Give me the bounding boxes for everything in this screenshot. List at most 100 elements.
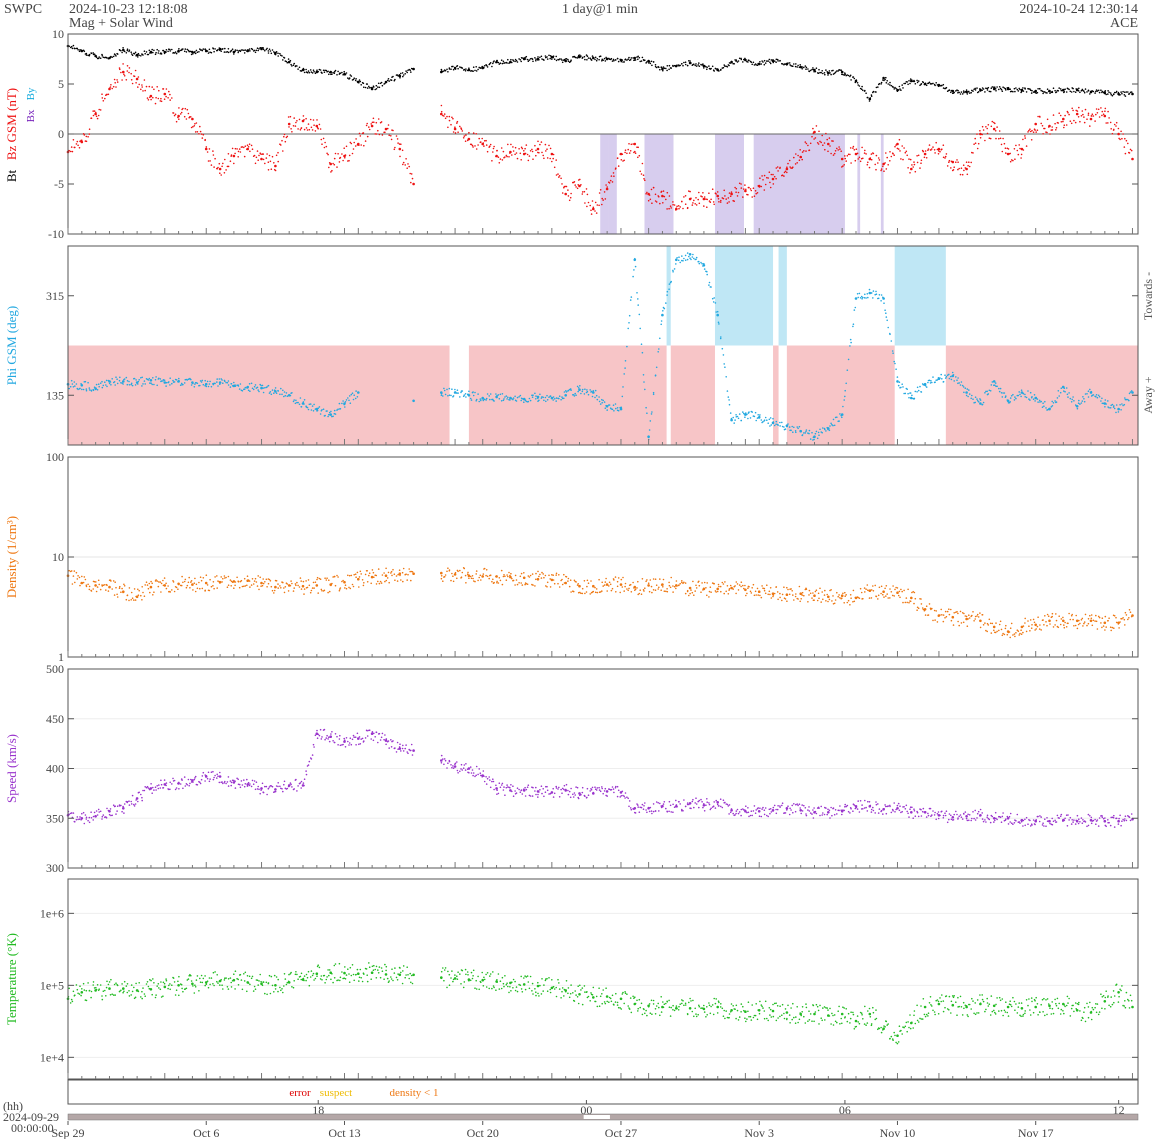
bz-sample	[824, 148, 826, 151]
density-sample	[328, 590, 331, 593]
bz-sample	[85, 135, 88, 138]
density-sample	[1071, 613, 1073, 616]
phi-sample	[816, 437, 819, 440]
bt-sample	[728, 64, 730, 67]
bt-sample	[730, 60, 733, 63]
density-sample	[506, 574, 508, 576]
bz-sample	[717, 198, 720, 200]
density-sample	[398, 569, 401, 571]
bt-sample	[583, 55, 586, 58]
bt-sample	[288, 61, 290, 64]
bz-sample	[608, 182, 611, 184]
bt-sample	[728, 62, 731, 64]
density-sample	[920, 603, 923, 605]
bt-sample	[255, 49, 258, 52]
phi-sample	[998, 387, 1000, 390]
bt-sample	[101, 55, 104, 57]
bz-sample	[485, 139, 487, 142]
density-sample	[540, 577, 543, 579]
bt-sample	[385, 80, 388, 83]
bt-sample	[539, 56, 541, 59]
bt-sample	[948, 89, 951, 91]
bz-sample	[283, 135, 285, 138]
density-sample	[828, 598, 831, 601]
bz-sample	[368, 128, 371, 131]
bt-sample	[463, 68, 466, 71]
phi-sample	[843, 399, 845, 401]
density-sample	[672, 591, 674, 593]
bt-sample	[617, 60, 620, 63]
bt-sample	[99, 57, 102, 59]
bt-sample	[914, 83, 917, 85]
bz-sample	[683, 196, 685, 198]
density-sample	[592, 590, 595, 593]
bz-sample	[867, 161, 869, 164]
bz-sample	[965, 161, 968, 163]
bz-sample	[440, 104, 443, 107]
bt-sample	[358, 81, 360, 84]
density-sample	[684, 582, 687, 584]
phi-sample	[313, 403, 315, 406]
bt-sample	[971, 89, 973, 92]
phi-sample	[539, 393, 541, 396]
bt-sample	[1024, 88, 1026, 90]
density-point	[1048, 619, 1051, 623]
density-sample	[115, 586, 117, 589]
bz-sample	[702, 192, 704, 194]
density-sample	[493, 581, 495, 584]
bz-sample	[489, 145, 491, 147]
bt-sample	[1047, 90, 1050, 93]
bt-sample	[1040, 89, 1042, 92]
density-sample	[516, 583, 519, 586]
density-sample	[945, 615, 948, 618]
bz-sample	[900, 158, 902, 160]
bz-sample	[195, 122, 198, 124]
density-sample	[355, 576, 357, 578]
phi-sample	[251, 387, 254, 390]
phi-point	[910, 396, 913, 400]
phi-sample	[598, 396, 600, 398]
bt-sample	[1102, 91, 1105, 94]
bz-sample	[931, 148, 933, 150]
density-sample	[1045, 621, 1047, 623]
density-sample	[801, 594, 803, 596]
bt-sample	[1078, 87, 1080, 90]
density-sample	[1115, 616, 1117, 619]
bt-sample	[440, 68, 443, 71]
phi-sample	[740, 419, 743, 422]
density-sample	[624, 585, 626, 588]
density-sample	[118, 587, 121, 589]
bt-sample	[178, 51, 180, 53]
bz-point	[550, 152, 554, 156]
bt-sample	[534, 57, 536, 59]
phi-sample	[126, 380, 129, 382]
bz-sample	[768, 171, 771, 173]
bt-sample	[1022, 87, 1024, 89]
bt-sample	[477, 68, 479, 71]
density-sample	[754, 590, 757, 593]
bz-sample	[632, 143, 634, 145]
density-sample	[563, 573, 565, 576]
bz-sample	[328, 162, 331, 164]
density-sample	[756, 587, 759, 590]
phi-sample	[74, 385, 76, 387]
speed-sample	[105, 817, 108, 819]
bz-shade-band	[644, 134, 674, 234]
bt-sample	[939, 85, 941, 87]
bt-sample	[131, 54, 134, 56]
speed-sample	[142, 789, 144, 792]
bt-sample	[327, 70, 329, 73]
density-sample	[750, 592, 753, 594]
phi-sample	[885, 316, 888, 318]
density-sample	[72, 575, 75, 577]
bz-sample	[374, 133, 377, 135]
bt-sample	[157, 52, 160, 54]
bz-sample	[223, 172, 226, 174]
density-sample	[222, 577, 224, 580]
phi-sample	[341, 402, 343, 405]
bz-sample	[885, 152, 887, 154]
density-sample	[452, 575, 454, 577]
bt-sample	[336, 74, 338, 76]
density-sample	[555, 574, 557, 576]
phi-sample	[629, 299, 632, 301]
